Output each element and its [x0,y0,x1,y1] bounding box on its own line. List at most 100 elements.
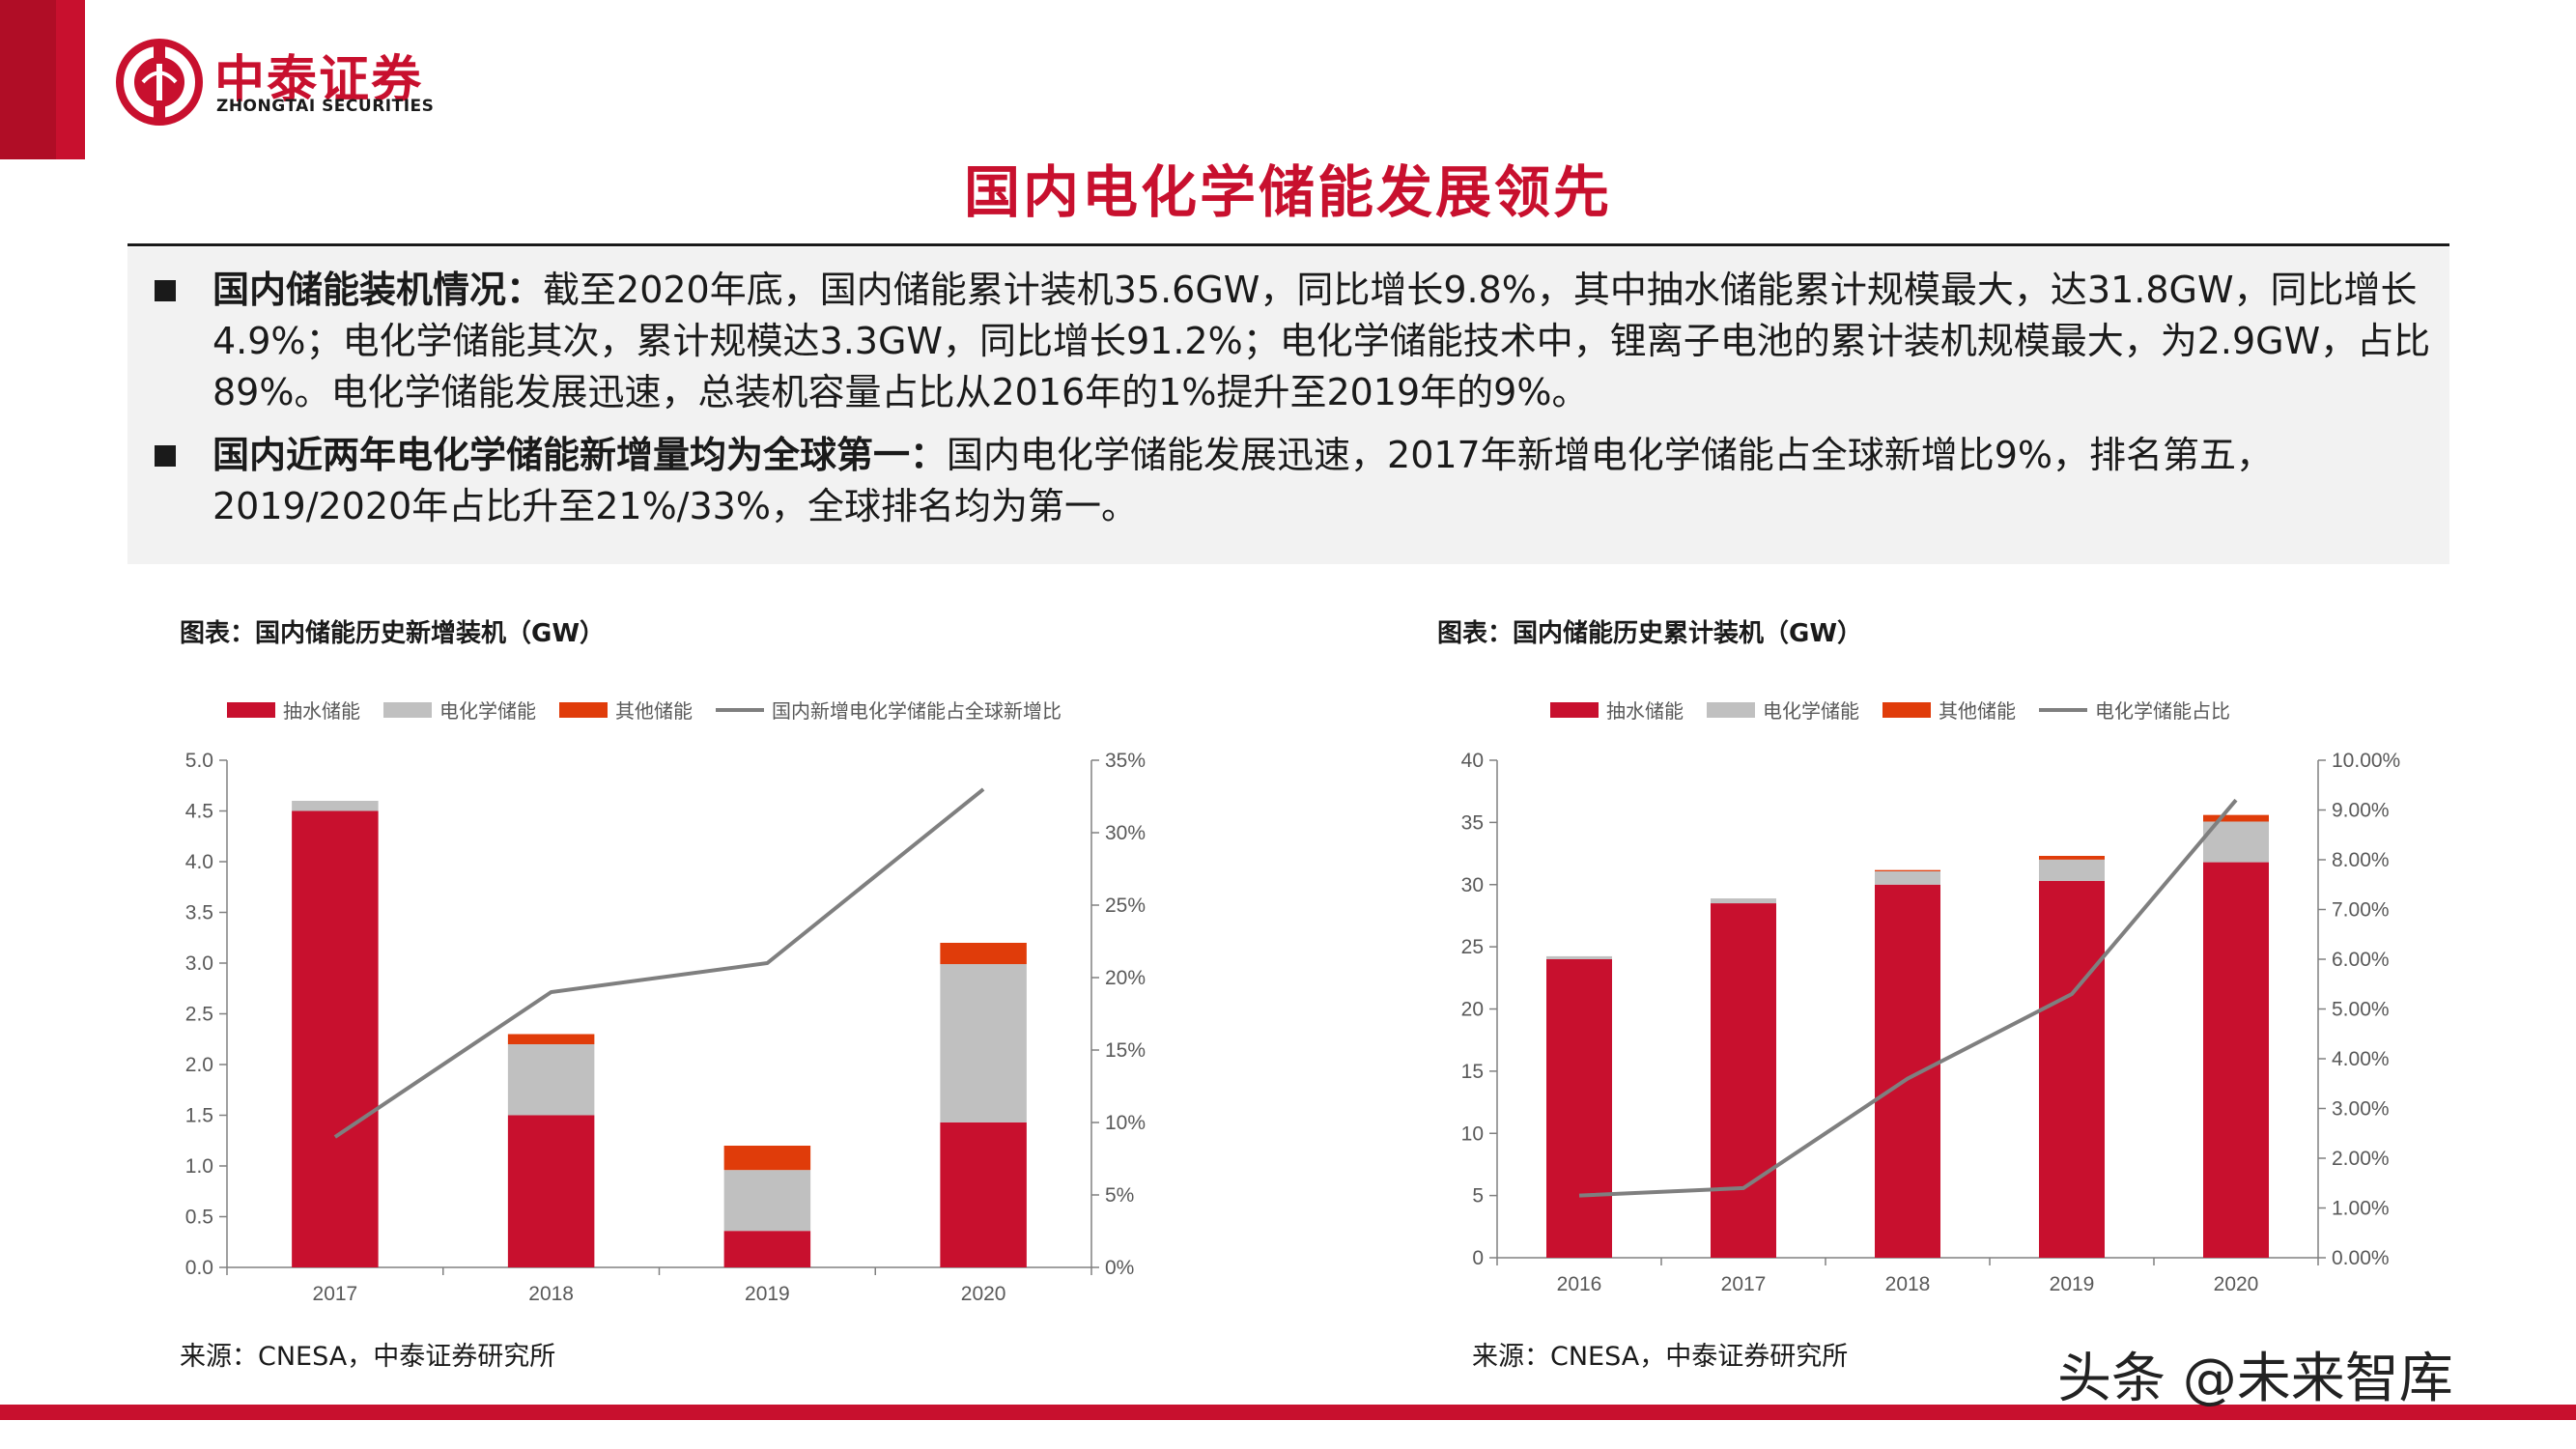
legend-swatch-抽水储能 [227,702,275,718]
legend-label-其他储能: 其他储能 [615,700,693,723]
bar-抽水储能 [2203,862,2269,1258]
y-tick-label-right: 5.00% [2332,999,2390,1021]
legend-label-电化学储能: 电化学储能 [439,700,536,723]
bar-抽水储能 [1711,903,1776,1258]
legend-swatch-其他储能 [1882,702,1931,718]
y-tick-label-left: 2.5 [185,1004,213,1026]
x-tick-label: 2017 [1721,1273,1767,1295]
x-tick-label: 2020 [2214,1273,2259,1295]
y-tick-label-left: 3.5 [185,902,213,924]
chart-2-source: 来源：CNESA，中泰证券研究所 [1472,1342,1849,1372]
y-tick-label-left: 1.0 [185,1155,213,1178]
y-tick-label-left: 0.0 [185,1257,213,1279]
bar-电化学储能 [292,801,379,811]
bar-抽水储能 [723,1231,811,1267]
y-tick-label-right: 1.00% [2332,1198,2390,1220]
watermark: 头条 @未来智库 [2057,1348,2453,1410]
y-tick-label-left: 5 [1472,1185,1484,1208]
footer-band [0,1405,2576,1420]
y-tick-label-left: 2.0 [185,1054,213,1076]
summary-bullet: 国内储能装机情况：截至2020年底，国内储能累计装机35.6GW，同比增长9.8… [155,265,2434,418]
corner-accent-bar-inner [0,0,56,159]
x-tick-label: 2016 [1557,1273,1602,1295]
legend-label-电化学储能: 电化学储能 [1763,700,1859,723]
bullet-lead: 国内近两年电化学储能新增量均为全球第一： [212,434,948,476]
bar-电化学储能 [2039,859,2105,881]
x-tick-label: 2019 [745,1283,790,1305]
y-tick-label-right: 9.00% [2332,800,2390,822]
y-tick-label-right: 35% [1105,750,1146,772]
x-tick-label: 2018 [1885,1273,1931,1295]
bar-电化学储能 [1875,870,1940,885]
bullet-text: 国内储能装机情况：截至2020年底，国内储能累计装机35.6GW，同比增长9.8… [212,265,2434,418]
bullet-lead: 国内储能装机情况： [212,269,544,311]
bar-其他储能 [507,1034,595,1044]
legend-label-电化学储能占比: 电化学储能占比 [2095,700,2230,723]
legend-swatch-抽水储能 [1550,702,1599,718]
y-tick-label-left: 35 [1461,811,1484,834]
bar-电化学储能 [1546,955,1612,959]
bar-抽水储能 [940,1122,1027,1267]
chart-2-cumulative-installations: 0 5 10 15 20 25 30 35 40 0.00% 1.00% 2.00% 3.00% 4.00… [1461,700,2401,1295]
page-title: 国内电化学储能发展领先 [963,159,1612,225]
y-tick-label-left: 25 [1461,936,1484,958]
y-tick-label-right: 2.00% [2332,1148,2390,1170]
bullet-text: 国内近两年电化学储能新增量均为全球第一：国内电化学储能发展迅速，2017年新增电… [212,430,2434,532]
y-tick-label-right: 20% [1105,967,1146,989]
y-tick-label-right: 3.00% [2332,1098,2390,1121]
y-tick-label-right: 4.00% [2332,1048,2390,1070]
y-tick-label-right: 10% [1105,1112,1146,1134]
x-tick-label: 2019 [2050,1273,2095,1295]
bar-其他储能 [2039,856,2105,860]
y-tick-label-left: 0.5 [185,1207,213,1229]
bar-抽水储能 [292,810,379,1267]
summary-box [127,247,2449,564]
y-tick-label-right: 0.00% [2332,1247,2390,1269]
y-tick-label-left: 4.0 [185,851,213,873]
bar-其他储能 [2203,814,2269,822]
legend-swatch-其他储能 [559,702,608,718]
y-tick-label-left: 5.0 [185,750,213,772]
title-divider [127,243,2449,246]
bar-抽水储能 [2039,880,2105,1258]
bar-抽水储能 [1875,884,1940,1258]
legend-label-其他储能: 其他储能 [1939,700,2016,723]
y-tick-label-right: 30% [1105,822,1146,844]
square-bullet-icon [155,280,176,301]
bar-抽水储能 [1546,959,1612,1258]
y-tick-label-left: 40 [1461,750,1484,772]
bar-抽水储能 [507,1115,595,1267]
bullet-body: 截至2020年底，国内储能累计装机35.6GW，同比增长9.8%，其中抽水储能累… [212,269,2431,413]
bar-其他储能 [940,943,1027,965]
bar-电化学储能 [1711,898,1776,904]
y-tick-label-left: 3.0 [185,952,213,975]
y-tick-label-right: 0% [1105,1257,1134,1279]
y-tick-label-left: 30 [1461,874,1484,896]
y-tick-label-right: 7.00% [2332,899,2390,922]
summary-bullet: 国内近两年电化学储能新增量均为全球第一：国内电化学储能发展迅速，2017年新增电… [155,430,2434,532]
square-bullet-icon [155,445,176,467]
bar-电化学储能 [940,964,1027,1122]
y-tick-label-right: 8.00% [2332,849,2390,871]
x-tick-label: 2017 [313,1283,358,1305]
y-tick-label-left: 10 [1461,1122,1484,1145]
y-tick-label-left: 15 [1461,1061,1484,1083]
line-series-国内新增电化学储能占全球新增比 [333,787,985,1139]
brand-logo-icon [114,37,205,128]
y-tick-label-left: 20 [1461,999,1484,1021]
y-tick-label-right: 6.00% [2332,949,2390,971]
y-tick-label-right: 5% [1105,1184,1134,1207]
y-tick-label-left: 1.5 [185,1105,213,1127]
y-tick-label-right: 25% [1105,895,1146,917]
bullet-body: 国内电化学储能发展迅速，2017年新增电化学储能占全球新增比9%，排名第五，20… [212,434,2274,527]
chart-1-new-installations: 0.0 0.5 1.0 1.5 2.0 2.5 3.0 3.5 4.0 4.5 5.0 0% 5% 10%… [185,700,1146,1305]
x-tick-label: 2018 [528,1283,574,1305]
bar-其他储能 [1875,869,1940,871]
bar-电化学储能 [507,1044,595,1116]
legend-swatch-电化学储能 [383,702,432,718]
y-tick-label-left: 4.5 [185,801,213,823]
chart-1-source: 来源：CNESA，中泰证券研究所 [180,1342,556,1372]
bar-其他储能 [723,1146,811,1171]
chart-1-title: 图表：国内储能历史新增装机（GW） [180,619,606,648]
brand-name-cn: 中泰证券 [214,51,424,109]
